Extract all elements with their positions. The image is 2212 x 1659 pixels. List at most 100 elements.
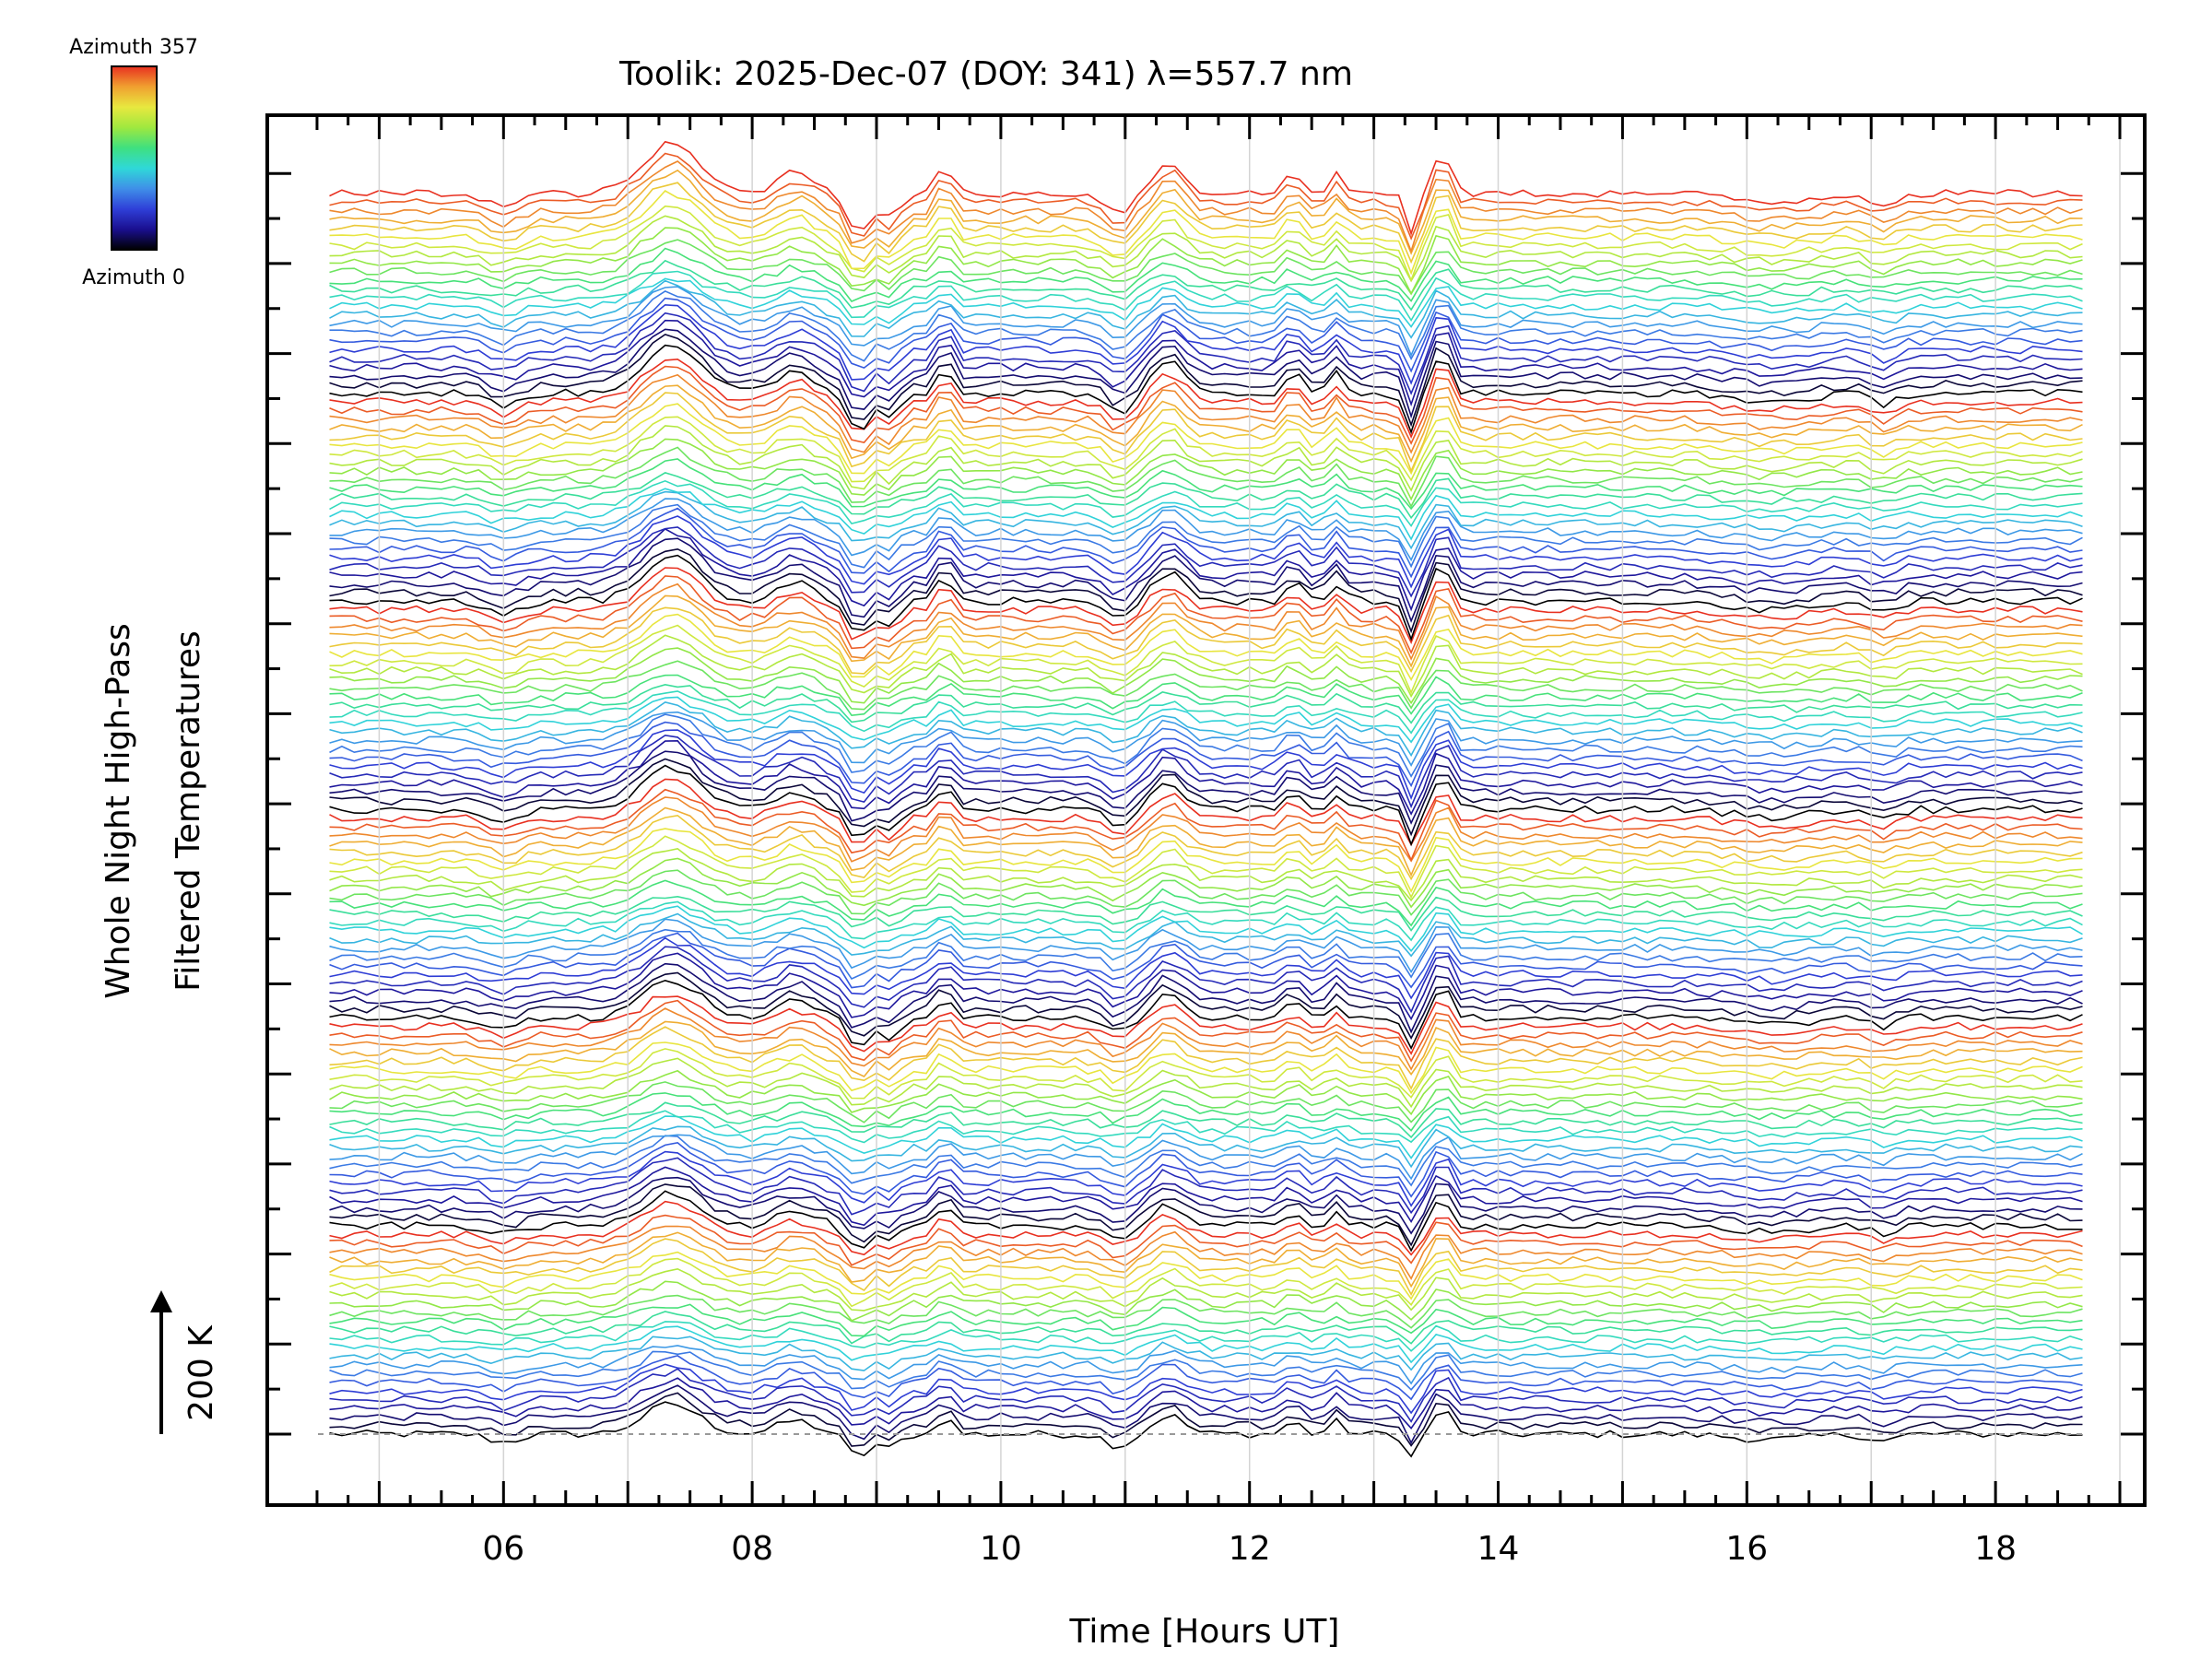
azimuth-trace	[329, 936, 2083, 1000]
azimuth-trace	[329, 547, 2083, 634]
azimuth-trace	[329, 458, 2083, 511]
azimuth-trace	[329, 869, 2083, 916]
azimuth-trace	[329, 205, 2083, 283]
azimuth-trace	[329, 613, 2083, 682]
azimuth-trace	[329, 446, 2083, 508]
azimuth-trace	[329, 1125, 2083, 1169]
azimuth-trace	[329, 594, 2083, 668]
azimuth-trace	[329, 479, 2083, 528]
azimuth-trace	[329, 778, 2083, 847]
azimuth-trace	[329, 734, 2083, 809]
azimuth-trace	[329, 1020, 2083, 1077]
azimuth-trace	[329, 918, 2083, 974]
azimuth-trace	[329, 1166, 2083, 1227]
azimuth-trace	[329, 373, 2083, 454]
azimuth-trace	[329, 490, 2083, 550]
azimuth-trace	[329, 928, 2083, 981]
azimuth-trace	[329, 828, 2083, 893]
azimuth-trace	[329, 1225, 2083, 1280]
azimuth-trace	[329, 764, 2083, 847]
trace-stack	[329, 140, 2083, 1458]
azimuth-trace	[329, 140, 2083, 237]
azimuth-trace	[329, 403, 2083, 476]
azimuth-trace	[329, 750, 2083, 825]
azimuth-trace	[329, 879, 2083, 927]
azimuth-trace	[329, 1321, 2083, 1352]
x-tick-label: 08	[731, 1530, 773, 1568]
azimuth-trace	[329, 900, 2083, 942]
azimuth-trace	[329, 328, 2083, 419]
azimuth-trace	[329, 425, 2083, 492]
azimuth-trace	[329, 1238, 2083, 1297]
azimuth-trace	[329, 971, 2083, 1040]
y-axis-ticks	[267, 171, 2145, 1436]
azimuth-trace	[329, 962, 2083, 1034]
y-axis-label-line2: Filtered Temperatures	[170, 630, 207, 992]
azimuth-trace	[329, 848, 2083, 902]
azimuth-trace	[329, 1280, 2083, 1322]
azimuth-trace	[329, 674, 2083, 717]
azimuth-trace	[329, 1007, 2083, 1071]
azimuth-trace	[329, 1303, 2083, 1337]
y-axis-label-line1: Whole Night High-Pass	[100, 623, 137, 999]
azimuth-trace	[329, 1110, 2083, 1144]
azimuth-trace	[329, 634, 2083, 699]
azimuth-trace	[329, 384, 2083, 464]
azimuth-trace	[329, 1267, 2083, 1312]
azimuth-trace	[329, 152, 2083, 241]
azimuth-trace	[329, 1251, 2083, 1300]
azimuth-trace	[329, 1311, 2083, 1345]
azimuth-trace	[329, 365, 2083, 445]
azimuth-trace	[329, 683, 2083, 724]
x-axis-ticks	[315, 115, 2122, 1505]
azimuth-trace	[329, 182, 2083, 265]
azimuth-trace	[329, 575, 2083, 655]
colorbar-gradient	[111, 65, 158, 251]
azimuth-trace	[329, 1183, 2083, 1247]
azimuth-trace	[329, 1026, 2083, 1090]
azimuth-trace	[329, 1325, 2083, 1364]
azimuth-trace	[329, 696, 2083, 744]
chart-title: Toolik: 2025-Dec-07 (DOY: 341) λ=557.7 n…	[618, 55, 1353, 93]
azimuth-trace	[329, 227, 2083, 296]
azimuth-trace	[329, 1294, 2083, 1329]
azimuth-trace	[329, 995, 2083, 1055]
x-tick-label: 14	[1477, 1530, 1520, 1568]
azimuth-trace	[329, 711, 2083, 767]
x-tick-label: 10	[980, 1530, 1022, 1568]
azimuth-trace	[329, 1350, 2083, 1391]
azimuth-trace	[329, 334, 2083, 428]
azimuth-trace	[329, 1190, 2083, 1253]
azimuth-trace	[329, 999, 2083, 1063]
azimuth-trace	[329, 1057, 2083, 1109]
azimuth-trace	[329, 1363, 2083, 1415]
azimuth-trace	[329, 319, 2083, 407]
azimuth-trace	[329, 905, 2083, 952]
azimuth-trace	[329, 1134, 2083, 1181]
colorbar-top-label: Azimuth 357	[69, 36, 198, 59]
azimuth-trace	[329, 1401, 2083, 1458]
azimuth-trace	[329, 488, 2083, 541]
azimuth-trace	[329, 895, 2083, 932]
azimuth-trace	[329, 279, 2083, 339]
azimuth-trace	[329, 286, 2083, 358]
plot-frame	[265, 113, 2147, 1507]
azimuth-trace	[329, 247, 2083, 302]
azimuth-trace	[329, 1081, 2083, 1124]
azimuth-trace	[329, 1392, 2083, 1447]
azimuth-trace	[329, 1355, 2083, 1401]
azimuth-trace	[329, 1377, 2083, 1430]
azimuth-trace	[329, 312, 2083, 395]
azimuth-trace	[329, 277, 2083, 328]
azimuth-trace	[329, 788, 2083, 862]
azimuth-trace	[329, 1048, 2083, 1100]
azimuth-trace	[329, 189, 2083, 276]
azimuth-trace	[329, 259, 2083, 312]
azimuth-trace	[329, 160, 2083, 253]
azimuth-trace	[329, 1368, 2083, 1423]
azimuth-trace	[329, 239, 2083, 296]
azimuth-trace	[329, 946, 2083, 1014]
azimuth-trace	[329, 498, 2083, 562]
azimuth-trace	[329, 416, 2083, 483]
azimuth-trace	[329, 1176, 2083, 1235]
